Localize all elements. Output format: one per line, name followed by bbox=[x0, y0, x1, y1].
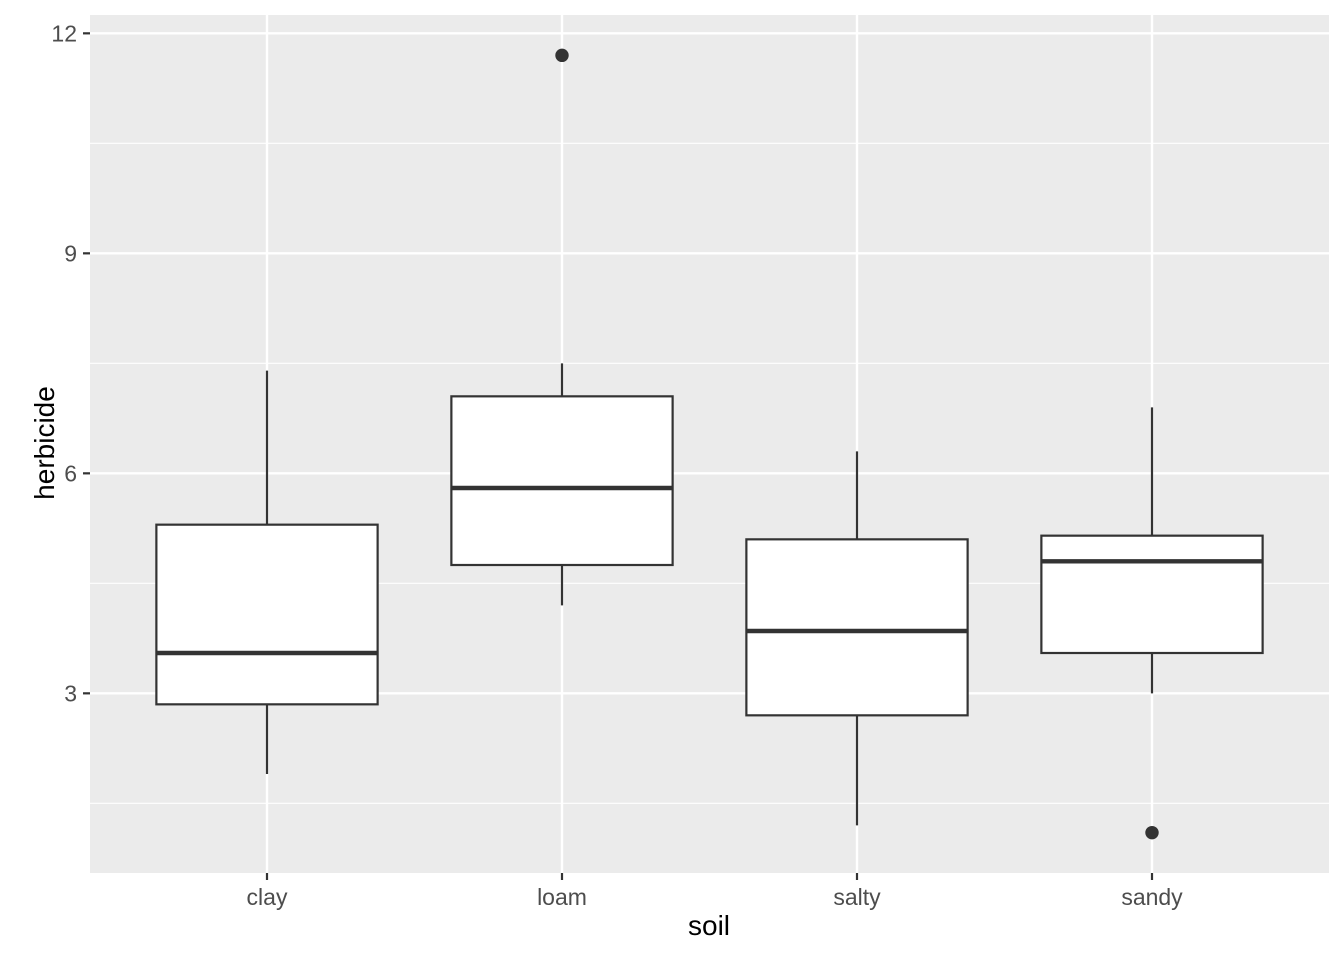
x-tick-label-sandy: sandy bbox=[1121, 884, 1183, 910]
outlier-sandy-0 bbox=[1145, 825, 1159, 840]
boxplot-clay bbox=[155, 370, 379, 774]
boxplot-sandy bbox=[1040, 407, 1264, 840]
boxplot-loam bbox=[450, 48, 674, 606]
boxplot-salty bbox=[745, 451, 969, 826]
y-axis-title: herbicide bbox=[29, 386, 60, 500]
plot-panel bbox=[90, 15, 1329, 873]
x-tick-label-clay: clay bbox=[247, 884, 288, 910]
x-tick-label-salty: salty bbox=[833, 884, 881, 910]
y-tick-label-3: 3 bbox=[64, 680, 77, 706]
box-salty bbox=[745, 538, 969, 717]
y-tick-label-9: 9 bbox=[64, 240, 77, 266]
box-clay bbox=[155, 523, 379, 706]
y-tick-label-6: 6 bbox=[64, 460, 77, 486]
outlier-loam-0 bbox=[555, 48, 569, 63]
x-axis-title: soil bbox=[687, 910, 731, 941]
box-loam bbox=[450, 395, 674, 567]
y-tick-label-12: 12 bbox=[51, 20, 77, 46]
x-tick-label-loam: loam bbox=[537, 884, 587, 910]
box-sandy bbox=[1040, 534, 1264, 655]
